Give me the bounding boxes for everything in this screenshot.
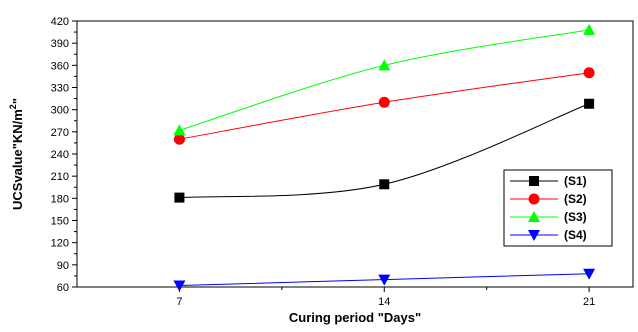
legend-label-s2: (S2) bbox=[564, 192, 587, 206]
data-point-s1 bbox=[174, 192, 185, 203]
y-tick-label: 60 bbox=[57, 282, 69, 294]
x-tick-label: 14 bbox=[378, 296, 390, 308]
legend-marker-s2 bbox=[528, 193, 540, 205]
series-markers bbox=[173, 23, 596, 292]
y-tick-label: 300 bbox=[51, 105, 69, 117]
data-point-s2 bbox=[583, 67, 595, 79]
y-tick-label: 390 bbox=[51, 38, 69, 50]
legend-marker-s1 bbox=[529, 176, 539, 186]
legend-label-s4: (S4) bbox=[564, 228, 587, 242]
y-tick-label: 270 bbox=[51, 127, 69, 139]
y-tick-label: 90 bbox=[57, 260, 69, 272]
y-tick-label: 420 bbox=[51, 16, 69, 28]
y-tick-label: 180 bbox=[51, 193, 69, 205]
legend-label-s3: (S3) bbox=[564, 210, 587, 224]
legend: (S1) (S2) (S3) (S4) bbox=[503, 169, 613, 247]
x-tick-label: 21 bbox=[583, 296, 595, 308]
tick-marks: 60 90 120 150 180 210 240 270 300 330 360 390 420 7 14… bbox=[51, 16, 596, 308]
y-tick-label: 210 bbox=[51, 171, 69, 183]
legend-marker-s3 bbox=[528, 211, 540, 222]
data-point-s3 bbox=[173, 124, 186, 136]
y-tick-label: 360 bbox=[51, 60, 69, 72]
data-point-s2 bbox=[378, 96, 390, 108]
y-axis-title-superscript: 2 bbox=[8, 104, 18, 109]
y-tick-label: 330 bbox=[51, 83, 69, 95]
data-point-s2 bbox=[173, 133, 185, 145]
y-tick-label: 120 bbox=[51, 238, 69, 250]
legend-box bbox=[503, 169, 613, 247]
data-point-s4 bbox=[173, 280, 186, 292]
legend-label-s1: (S1) bbox=[564, 174, 587, 188]
plot-frame bbox=[76, 20, 634, 288]
y-tick-label: 150 bbox=[51, 216, 69, 228]
y-axis-title-main: UCSvalue"KN/m bbox=[10, 109, 25, 210]
data-point-s3 bbox=[378, 59, 391, 71]
x-axis-title: Curing period "Days" bbox=[289, 310, 421, 325]
series-line-s3 bbox=[179, 29, 590, 131]
x-tick-label: 7 bbox=[176, 296, 182, 308]
axes bbox=[76, 20, 634, 288]
y-tick-label: 240 bbox=[51, 149, 69, 161]
data-point-s1 bbox=[584, 98, 595, 109]
data-point-s4 bbox=[378, 274, 391, 286]
data-point-s1 bbox=[379, 179, 390, 190]
legend-marker-s4 bbox=[528, 230, 540, 241]
data-point-s4 bbox=[583, 268, 596, 280]
y-axis-title: UCSvalue"KN/m2" bbox=[8, 98, 25, 210]
y-axis-title-suffix: " bbox=[10, 98, 25, 104]
data-point-s3 bbox=[583, 23, 596, 35]
